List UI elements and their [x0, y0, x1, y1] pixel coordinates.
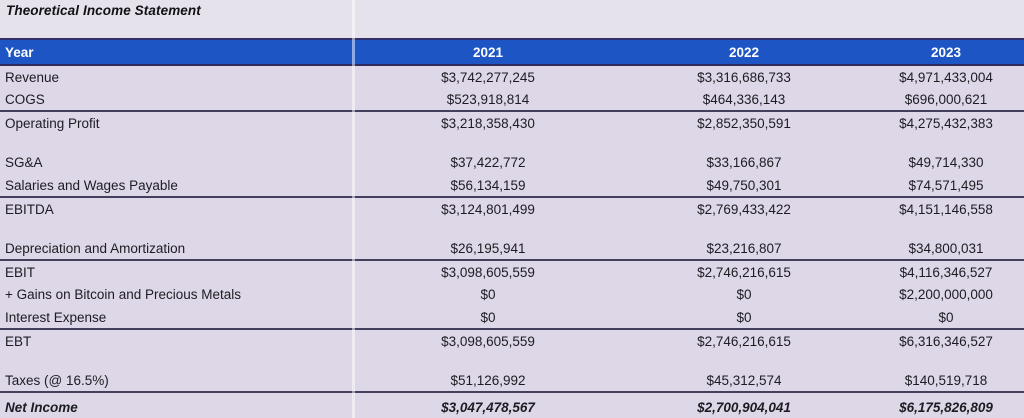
- row-label-cell[interactable]: SG&A: [5, 155, 43, 170]
- spacer-cell: [0, 134, 1024, 151]
- value-cell-2023[interactable]: $4,275,432,383: [899, 115, 993, 131]
- spacer-row: [0, 134, 1024, 151]
- spacer-row: [0, 352, 1024, 369]
- table-row: Operating Profit $3,218,358,430 $2,852,350…: [0, 111, 1024, 134]
- table-row: Salaries and Wages Payable $56,134,159 $49…: [0, 174, 1024, 198]
- value-cell-2023[interactable]: $6,175,826,809: [899, 399, 993, 415]
- value-cell-2022[interactable]: $2,852,350,591: [697, 115, 791, 131]
- income-table-body: Revenue $3,742,277,245 $3,316,686,733 $4,97…: [0, 65, 1024, 418]
- value-cell-2022[interactable]: $3,316,686,733: [697, 69, 791, 85]
- page-title: Theoretical Income Statement: [6, 3, 201, 18]
- value-cell-2021[interactable]: $26,195,941: [356, 237, 620, 261]
- income-statement-table: Year 2021 2022 2023 Revenue $3,742,277,24…: [0, 38, 1024, 418]
- value-cell-2021[interactable]: $3,218,358,430: [441, 115, 535, 131]
- value-cell-2021[interactable]: $3,047,478,567: [441, 399, 535, 415]
- table-row: EBIT $3,098,605,559 $2,746,216,615 $4,116,3…: [0, 260, 1024, 283]
- table-row: SG&A $37,422,772 $33,166,867 $49,714,330: [0, 151, 1024, 174]
- row-label-cell[interactable]: EBT: [5, 333, 32, 349]
- table-row: Interest Expense $0 $0 $0: [0, 306, 1024, 330]
- value-cell-2022[interactable]: $0: [736, 287, 752, 302]
- value-cell-2022[interactable]: $49,750,301: [620, 174, 868, 198]
- value-cell-2022[interactable]: $45,312,574: [620, 369, 868, 393]
- value-cell-2021[interactable]: $3,098,605,559: [441, 264, 535, 280]
- value-cell-2023[interactable]: $0: [868, 306, 1024, 330]
- value-cell-2023[interactable]: $4,971,433,004: [899, 69, 993, 85]
- value-cell-2023[interactable]: $74,571,495: [868, 174, 1024, 198]
- row-label-cell[interactable]: Net Income: [5, 399, 78, 415]
- value-cell-2022[interactable]: $2,746,216,615: [697, 264, 791, 280]
- value-cell-2021[interactable]: $523,918,814: [356, 88, 620, 112]
- value-cell-2022[interactable]: $2,700,904,041: [697, 399, 791, 415]
- table-row: EBT $3,098,605,559 $2,746,216,615 $6,316,34…: [0, 329, 1024, 352]
- table-row: Taxes (@ 16.5%) $51,126,992 $45,312,574 $14…: [0, 369, 1024, 393]
- spacer-cell: [0, 220, 1024, 237]
- row-label-cell[interactable]: Taxes (@ 16.5%): [0, 369, 356, 393]
- value-cell-2023[interactable]: $140,519,718: [868, 369, 1024, 393]
- value-cell-2023[interactable]: $49,714,330: [908, 155, 984, 170]
- value-cell-2021[interactable]: $51,126,992: [356, 369, 620, 393]
- table-row: Net Income $3,047,478,567 $2,700,904,041 $6…: [0, 392, 1024, 418]
- value-cell-2021[interactable]: $0: [356, 306, 620, 330]
- table-row: + Gains on Bitcoin and Precious Metals $0…: [0, 283, 1024, 306]
- row-label-cell[interactable]: Operating Profit: [5, 115, 100, 131]
- table-row: COGS $523,918,814 $464,336,143 $696,000,621: [0, 88, 1024, 112]
- value-cell-2022[interactable]: $0: [620, 306, 868, 330]
- value-cell-2023[interactable]: $4,116,346,527: [899, 264, 993, 280]
- value-cell-2021[interactable]: $0: [480, 287, 496, 302]
- table-row: Revenue $3,742,277,245 $3,316,686,733 $4,97…: [0, 65, 1024, 88]
- value-cell-2022[interactable]: $23,216,807: [620, 237, 868, 261]
- table-row: Depreciation and Amortization $26,195,941…: [0, 237, 1024, 261]
- table-row: EBITDA $3,124,801,499 $2,769,433,422 $4,151…: [0, 197, 1024, 220]
- header-cell-2023[interactable]: 2023: [868, 38, 1024, 66]
- value-cell-2021[interactable]: $56,134,159: [356, 174, 620, 198]
- row-label-cell[interactable]: + Gains on Bitcoin and Precious Metals: [5, 287, 241, 302]
- header-cell-2022[interactable]: 2022: [620, 38, 868, 66]
- row-label-cell[interactable]: Interest Expense: [0, 306, 356, 330]
- row-label-cell[interactable]: EBIT: [5, 264, 36, 280]
- value-cell-2023[interactable]: $6,316,346,527: [899, 333, 993, 349]
- value-cell-2022[interactable]: $2,746,216,615: [697, 333, 791, 349]
- row-label-cell[interactable]: Salaries and Wages Payable: [0, 174, 356, 198]
- value-cell-2023[interactable]: $696,000,621: [868, 88, 1024, 112]
- value-cell-2021[interactable]: $3,124,801,499: [441, 201, 535, 217]
- value-cell-2021[interactable]: $3,742,277,245: [441, 69, 535, 85]
- spacer-row: [0, 220, 1024, 237]
- value-cell-2023[interactable]: $2,200,000,000: [899, 287, 993, 302]
- value-cell-2022[interactable]: $2,769,433,422: [697, 201, 791, 217]
- row-label-cell[interactable]: Revenue: [5, 69, 60, 85]
- spacer-cell: [0, 352, 1024, 369]
- value-cell-2023[interactable]: $34,800,031: [868, 237, 1024, 261]
- table-header-row: Year 2021 2022 2023: [0, 38, 1024, 66]
- header-cell-2021[interactable]: 2021: [356, 38, 620, 66]
- value-cell-2021[interactable]: $3,098,605,559: [441, 333, 535, 349]
- value-cell-2022[interactable]: $464,336,143: [620, 88, 868, 112]
- header-cell-year[interactable]: Year: [0, 38, 356, 66]
- row-label-cell[interactable]: Depreciation and Amortization: [0, 237, 356, 261]
- row-label-cell[interactable]: EBITDA: [5, 201, 54, 217]
- value-cell-2021[interactable]: $37,422,772: [450, 155, 526, 170]
- value-cell-2022[interactable]: $33,166,867: [706, 155, 782, 170]
- row-label-cell[interactable]: COGS: [0, 88, 356, 112]
- value-cell-2023[interactable]: $4,151,146,558: [899, 201, 993, 217]
